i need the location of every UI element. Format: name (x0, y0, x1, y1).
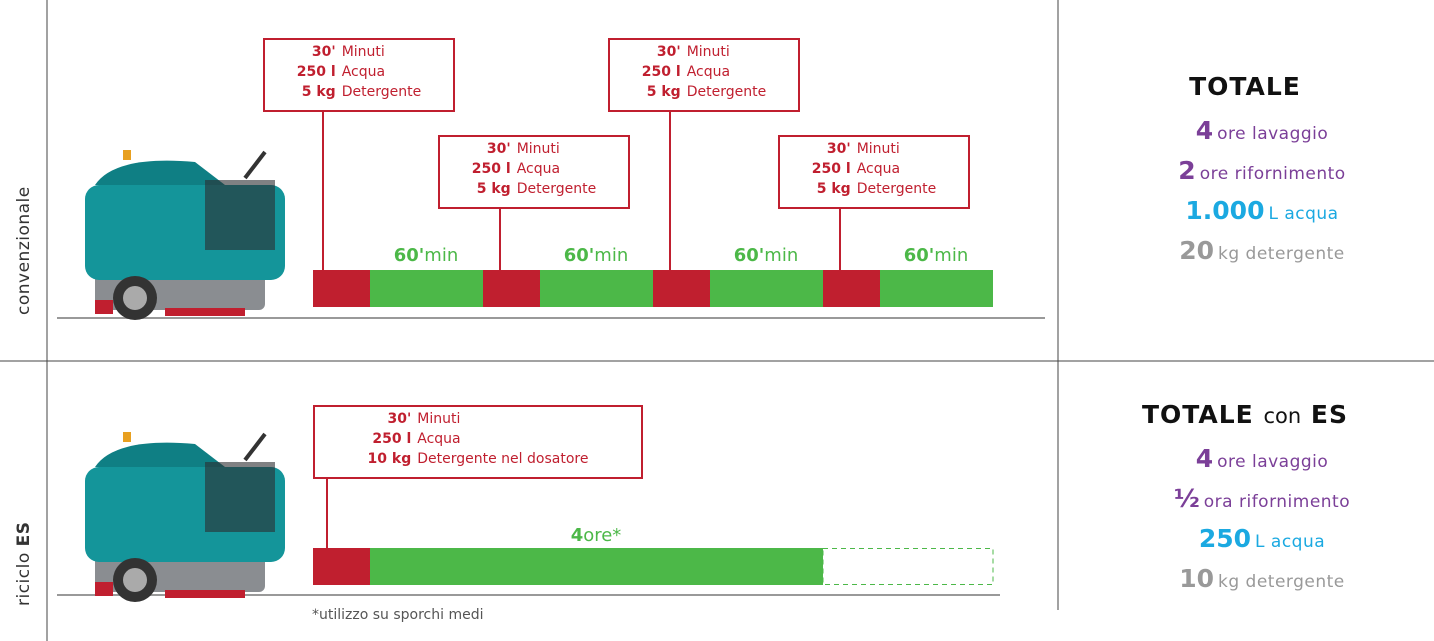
run-unit: min (934, 245, 968, 266)
refill-callout: 30' Minuti 250 l Acqua 5 kg Detergente (438, 135, 630, 209)
row-label-emphasis: ES (14, 521, 34, 546)
refill-callout: 30' Minuti 250 l Acqua 5 kg Detergente (778, 135, 970, 209)
run-label: 60'min (904, 245, 969, 266)
total-unit: L acqua (1268, 204, 1338, 224)
callout-value: 5 kg (616, 83, 681, 102)
total-unit: ore rifornimento (1200, 164, 1346, 184)
run-label: 60'min (564, 245, 629, 266)
total-value: 4 (1196, 116, 1213, 145)
row-label-text: riciclo (14, 552, 34, 606)
machine-image (85, 432, 285, 602)
total-value: 250 (1199, 524, 1251, 553)
run-unit: min (594, 245, 628, 266)
totals-title-emphasis: ES (1311, 400, 1348, 429)
callout-label: Minuti (517, 140, 622, 159)
row-label: convenzionale (14, 186, 34, 315)
run-unit: min (764, 245, 798, 266)
run-label: 60'min (394, 245, 459, 266)
callout-value: 250 l (786, 160, 851, 179)
run-value: 60' (394, 245, 425, 266)
refill-segment (653, 270, 710, 307)
run-segment (540, 270, 653, 307)
total-unit: kg detergente (1218, 244, 1345, 264)
callout-label: Minuti (857, 140, 962, 159)
refill-callout: 30' Minuti 250 l Acqua 5 kg Detergente (608, 38, 800, 112)
total-value: 1.000 (1185, 196, 1264, 225)
callout-label: Detergente (517, 180, 622, 199)
run-segment (710, 270, 823, 307)
totals-title-text: TOTALE (1189, 72, 1301, 101)
total-value: 10 (1179, 564, 1214, 593)
extension-segment (823, 549, 993, 585)
row-label: riciclo ES (14, 521, 34, 606)
run-segment (370, 270, 483, 307)
total-value: 4 (1196, 444, 1213, 473)
refill-segment (313, 270, 370, 307)
run-value: 60' (734, 245, 765, 266)
callout-label: Detergente nel dosatore (417, 450, 635, 469)
total-unit: ora rifornimento (1204, 492, 1350, 512)
run-segment (370, 548, 823, 585)
total-value: 2 (1178, 156, 1195, 185)
total-value: ½ (1174, 484, 1200, 513)
refill-segment (313, 548, 370, 585)
totals-title: TOTALE con ES (1142, 400, 1348, 429)
callout-label: Acqua (342, 63, 447, 82)
run-segment (880, 270, 993, 307)
callout-label: Detergente (857, 180, 962, 199)
run-value: 60' (904, 245, 935, 266)
callout-label: Minuti (417, 410, 635, 429)
callout-value: 250 l (616, 63, 681, 82)
callout-value: 5 kg (446, 180, 511, 199)
total-unit: kg detergente (1218, 572, 1345, 592)
callout-label: Detergente (687, 83, 792, 102)
total-value: 20 (1179, 236, 1214, 265)
callout-value: 5 kg (271, 83, 336, 102)
run-value: 4 (571, 525, 584, 546)
refill-segment (823, 270, 880, 307)
run-label: 60'min (734, 245, 799, 266)
run-value: 60' (564, 245, 595, 266)
totals-title-text: TOTALE (1142, 400, 1254, 429)
callout-value: 250 l (321, 430, 411, 449)
callout-label: Acqua (417, 430, 635, 449)
refill-callout: 30' Minuti 250 l Acqua 10 kg Detergente nel d… (313, 405, 643, 479)
callout-value: 250 l (446, 160, 511, 179)
callout-value: 30' (321, 410, 411, 429)
callout-value: 30' (271, 43, 336, 62)
callout-label: Minuti (687, 43, 792, 62)
callout-value: 30' (446, 140, 511, 159)
total-unit: ore lavaggio (1217, 124, 1328, 144)
machine-image (85, 150, 285, 320)
totals-title: TOTALE (1189, 72, 1301, 101)
callout-label: Acqua (517, 160, 622, 179)
callout-value: 30' (616, 43, 681, 62)
callout-label: Detergente (342, 83, 447, 102)
callout-value: 10 kg (321, 450, 411, 469)
refill-callout: 30' Minuti 250 l Acqua 5 kg Detergente (263, 38, 455, 112)
run-unit: min (424, 245, 458, 266)
total-unit: L acqua (1255, 532, 1325, 552)
callout-value: 250 l (271, 63, 336, 82)
callout-value: 30' (786, 140, 851, 159)
callout-value: 5 kg (786, 180, 851, 199)
run-unit: ore* (583, 525, 621, 546)
callout-label: Minuti (342, 43, 447, 62)
callout-label: Acqua (687, 63, 792, 82)
footnote: *utilizzo su sporchi medi (312, 607, 484, 623)
run-label: 4ore* (571, 525, 622, 546)
total-unit: ore lavaggio (1217, 452, 1328, 472)
totals-title-middle: con (1263, 404, 1301, 428)
callout-label: Acqua (857, 160, 962, 179)
infographic: 30' Minuti 250 l Acqua 5 kg Detergente 30' Minu… (0, 0, 1434, 641)
refill-segment (483, 270, 540, 307)
